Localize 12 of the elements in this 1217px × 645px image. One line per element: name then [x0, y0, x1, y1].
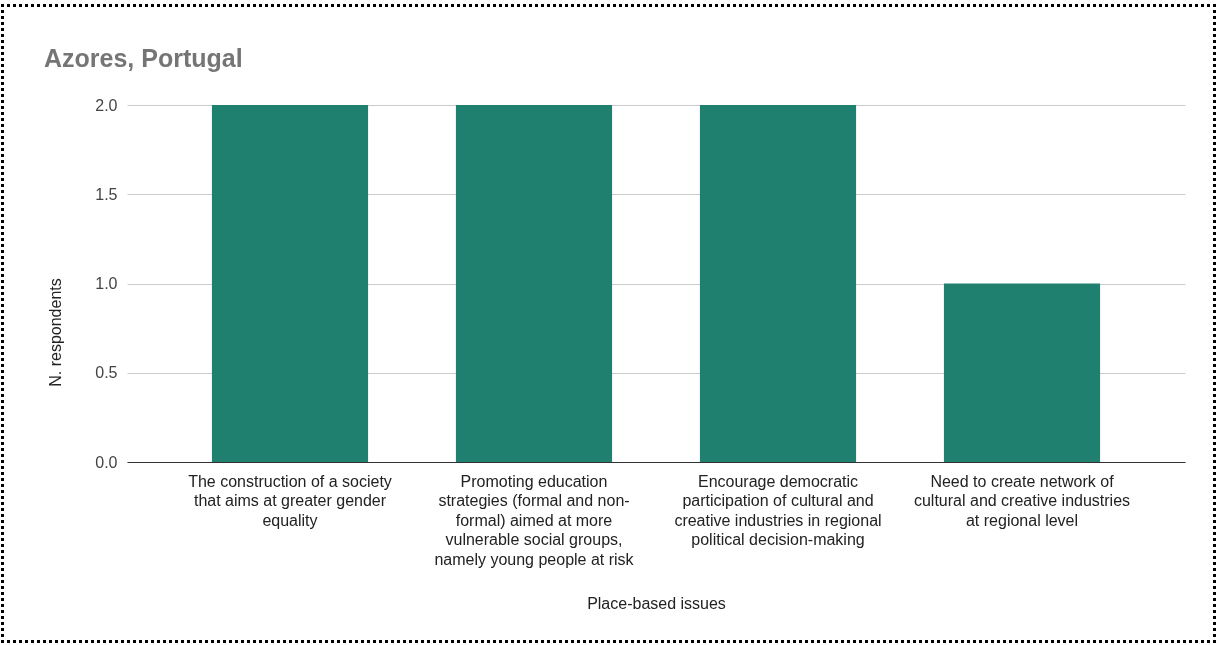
x-tick-label: Encourage democratic participation of cultural and creative industries in regional political decision-making [674, 472, 882, 548]
x-axis-title: Place-based issues [587, 594, 726, 612]
y-axis-title: N. respondents [46, 278, 64, 387]
y-tick-label: 0.0 [95, 453, 118, 471]
y-tick-label: 1.5 [95, 185, 118, 203]
y-tick-label: 0.5 [95, 364, 118, 382]
y-tick-label: 2.0 [95, 96, 118, 114]
x-tick-label: Promoting education strategies (formal and non-formal) aimed at more vulnerable social groups, namely young people at risk [434, 472, 635, 568]
y-tick-label: 1.0 [95, 275, 118, 292]
x-tick-label: Need to create network of cultural and creative industries at regional level [913, 472, 1131, 529]
x-tick-label: The construction of a society that aims at greater gender equality [188, 472, 392, 529]
chart-title: Azores, Portugal [44, 44, 243, 72]
